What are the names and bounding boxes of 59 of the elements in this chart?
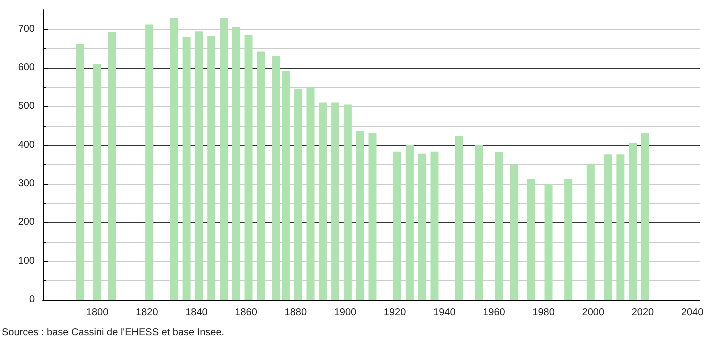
x-tick-label: 1920 (384, 308, 407, 318)
bar (232, 27, 240, 300)
bar (244, 36, 253, 300)
bar (220, 18, 228, 300)
bar (294, 89, 302, 300)
x-tick-label: 1940 (434, 308, 456, 318)
bar (564, 178, 573, 300)
x-tick-label: 1980 (532, 308, 556, 318)
bar (208, 36, 216, 300)
x-tick-label: 2020 (632, 308, 655, 318)
bar (430, 152, 439, 300)
bar (475, 145, 484, 300)
bar (108, 32, 116, 300)
x-tick-label: 1960 (483, 308, 506, 318)
bar (76, 44, 84, 300)
bar (368, 132, 377, 300)
y-tick-label: 500 (18, 101, 36, 112)
x-tick-label: 1840 (186, 308, 208, 318)
bar (94, 64, 102, 300)
bar (257, 52, 266, 300)
bar (306, 87, 315, 300)
y-tick-label: 300 (18, 178, 36, 190)
y-tick-label: 700 (18, 24, 36, 35)
bar (170, 18, 178, 300)
bar (456, 136, 464, 300)
x-tick-label: 1820 (136, 308, 159, 318)
x-tick-label: 1860 (235, 308, 258, 318)
bar (332, 102, 340, 300)
bar (344, 104, 352, 300)
x-tick-label: 2040 (681, 308, 704, 318)
bar (182, 37, 191, 300)
bar (394, 152, 402, 300)
bar (629, 143, 638, 300)
source-note: Sources : base Cassini de l'EHESS et base Insee. (2, 328, 225, 338)
bar (604, 154, 612, 300)
bar (282, 71, 290, 300)
bar (195, 32, 204, 300)
bar (544, 184, 553, 300)
bar (495, 152, 504, 300)
y-tick-label: 600 (18, 62, 36, 74)
x-tick-label: 1800 (86, 308, 110, 318)
bar (641, 132, 650, 300)
y-tick-label: 200 (18, 217, 36, 228)
x-tick-label: 1900 (334, 308, 358, 318)
y-tick-label: 400 (18, 140, 36, 151)
bar (510, 165, 518, 300)
bar (406, 144, 414, 300)
bar (586, 164, 595, 300)
bar (146, 24, 154, 300)
x-tick-label: 1880 (284, 308, 308, 318)
y-tick-label: 0 (29, 294, 36, 306)
bar (418, 154, 426, 300)
bar (616, 154, 625, 300)
bar (272, 56, 280, 300)
y-tick-label: 100 (18, 256, 36, 267)
bar (356, 131, 364, 300)
bar (319, 102, 328, 300)
x-tick-label: 2000 (582, 308, 605, 318)
bar (527, 178, 536, 300)
